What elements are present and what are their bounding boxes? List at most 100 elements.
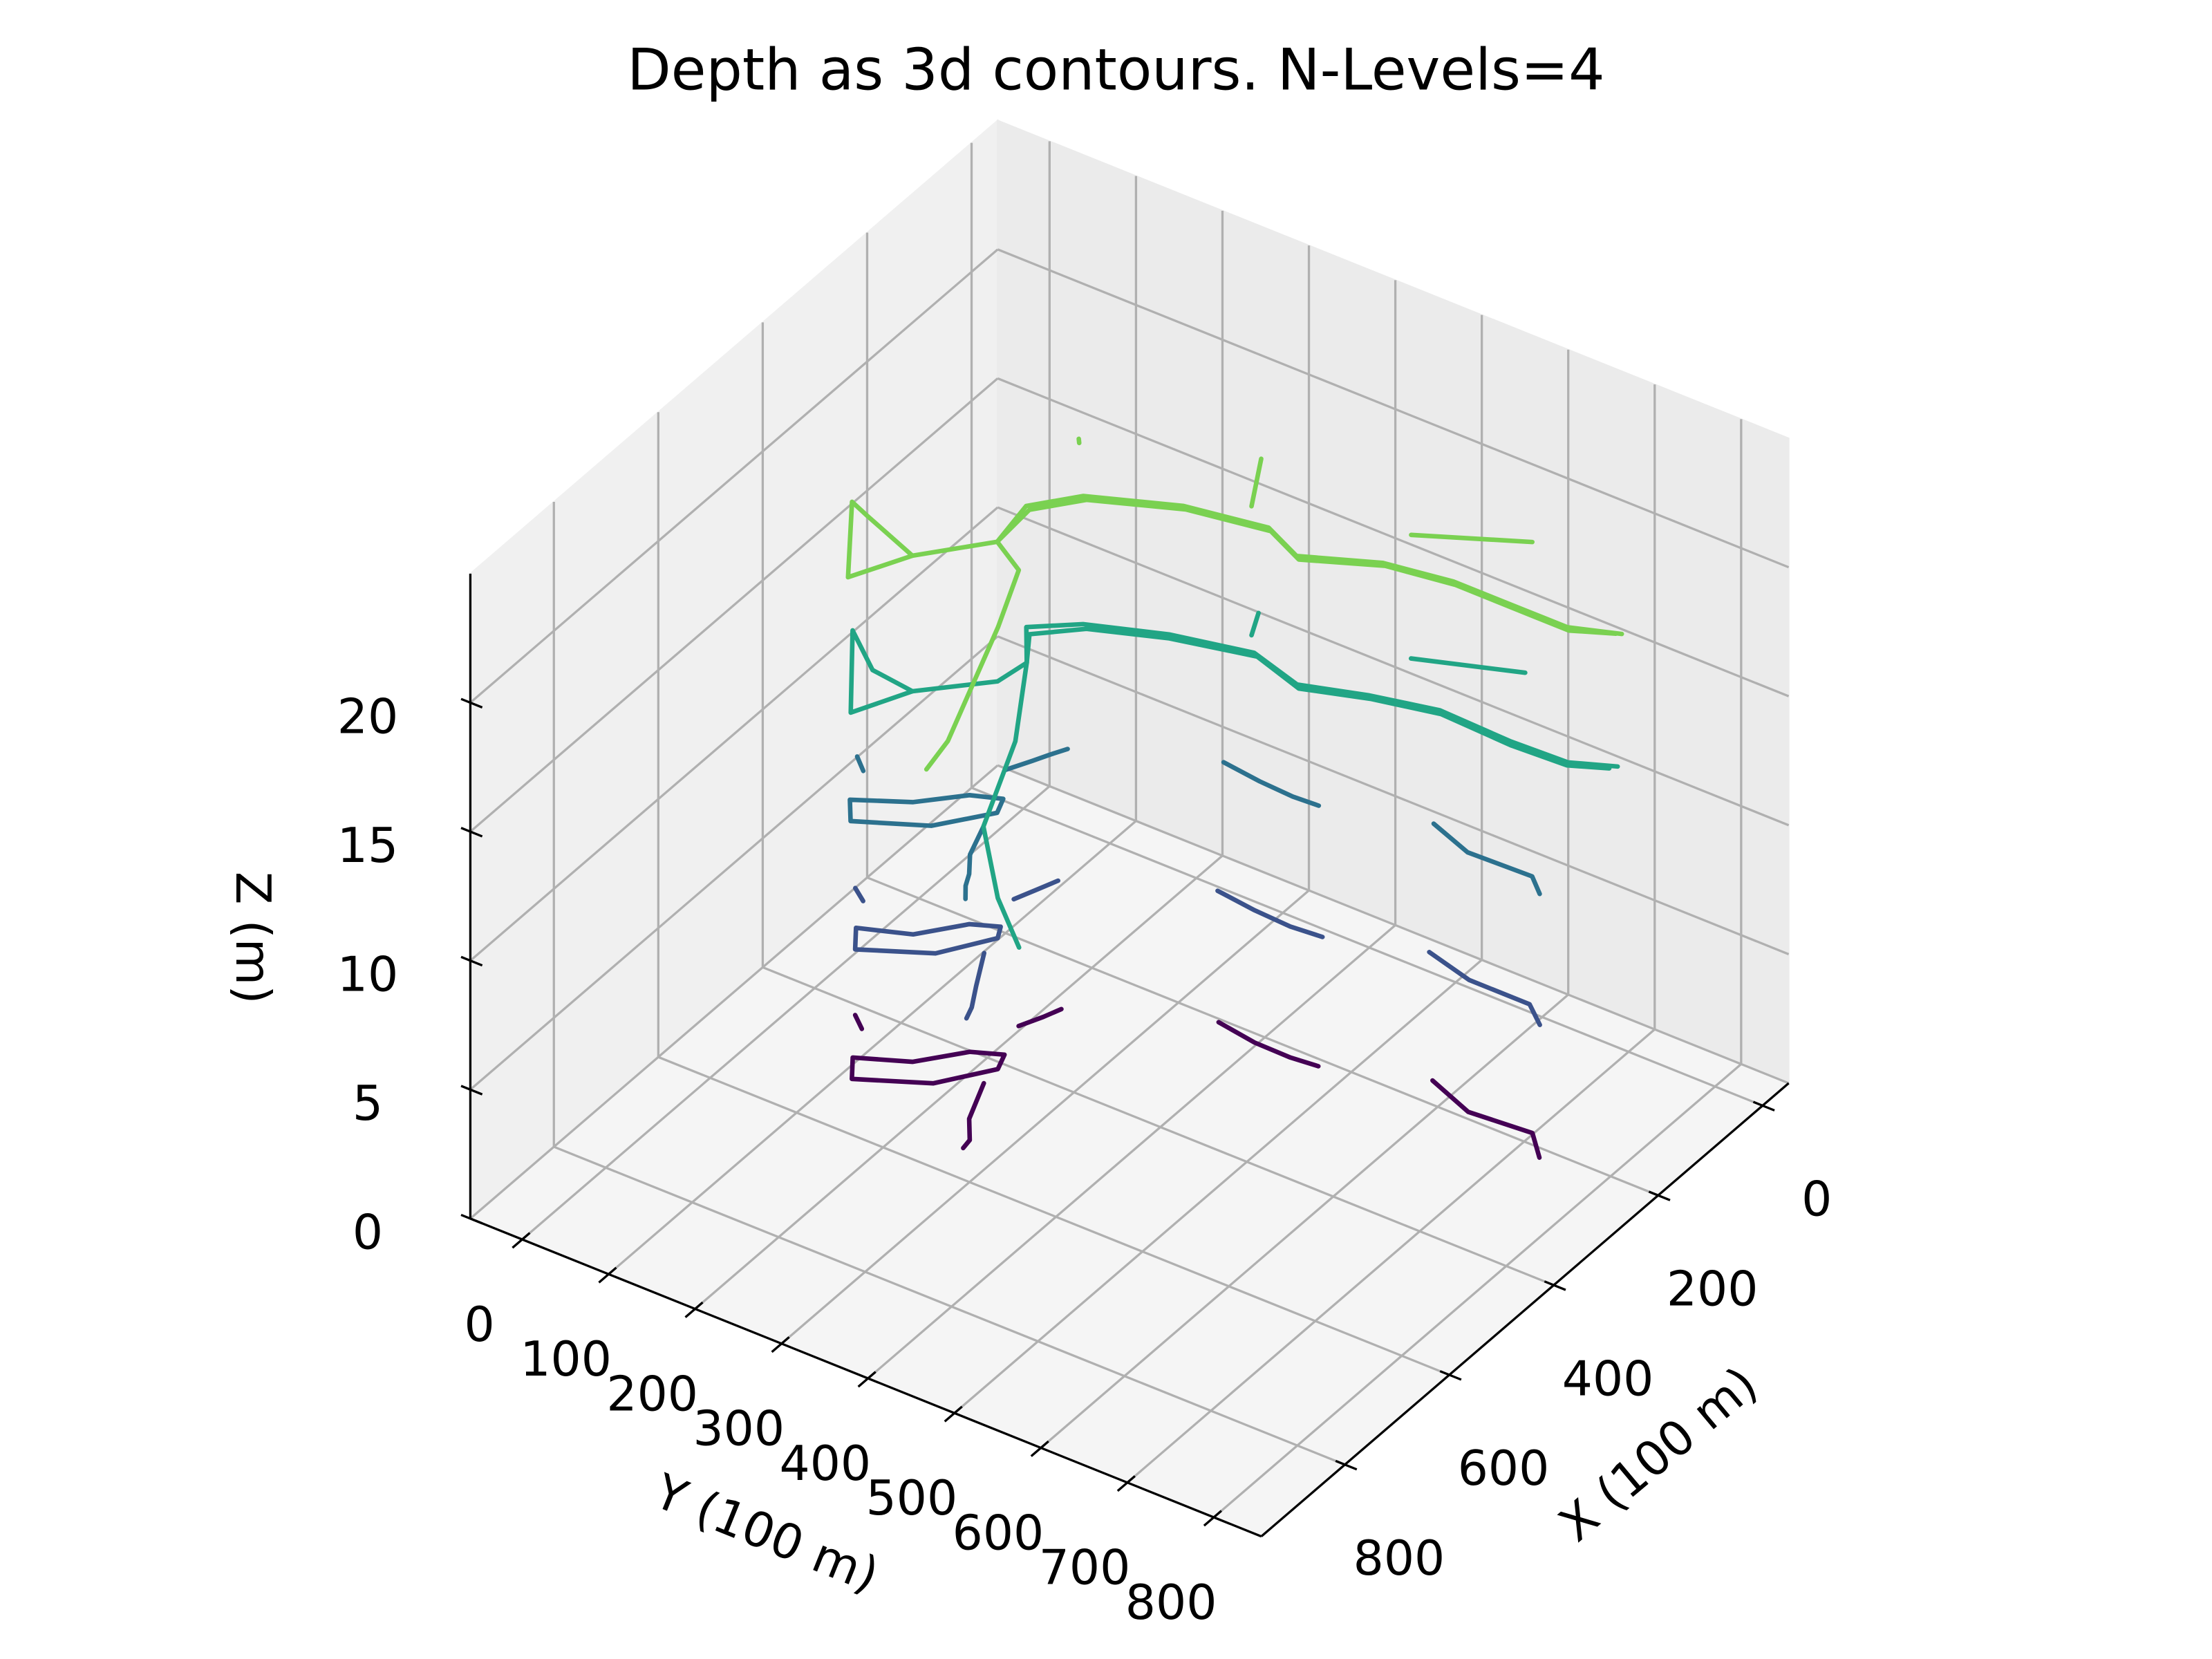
contour-line	[1016, 1006, 1064, 1029]
contour-line	[924, 539, 1022, 772]
grid-line	[971, 787, 1763, 1107]
contour-line	[1024, 626, 1612, 771]
z-tick-label: 5	[353, 1076, 383, 1132]
z-tick-label: 0	[353, 1206, 383, 1261]
y-tick	[512, 1232, 531, 1249]
contour-line	[1076, 436, 1082, 446]
x-tick-label: 400	[1562, 1351, 1654, 1407]
x-tick	[1439, 1370, 1462, 1381]
grid-line	[469, 248, 999, 704]
x-tick	[1544, 1280, 1566, 1291]
contour-line	[961, 1080, 986, 1151]
z-tick	[460, 1085, 483, 1096]
contour-line	[1002, 747, 1070, 773]
contours	[845, 436, 1624, 1160]
grid-line	[997, 506, 1790, 827]
contour-line	[964, 950, 987, 1021]
contour-line	[995, 497, 1619, 636]
contour-line	[1430, 1078, 1542, 1160]
contour-line	[845, 499, 915, 580]
labels: 0200400600800010020030040050060070080005…	[337, 689, 1833, 1631]
chart-title: Depth as 3d contours. N-Levels=4	[627, 37, 1604, 104]
y-tick-label: 200	[606, 1367, 698, 1422]
grid-line	[953, 959, 1483, 1414]
y-tick-label: 700	[1039, 1541, 1131, 1596]
x-tick	[1335, 1459, 1358, 1471]
y-tick-label: 800	[1125, 1575, 1217, 1631]
z-tick	[460, 697, 483, 709]
axes	[460, 573, 1790, 1538]
y-tick	[684, 1301, 704, 1318]
contour-line	[1249, 610, 1261, 638]
contour-line	[1011, 878, 1061, 902]
grid-line	[867, 924, 1396, 1380]
grid-line	[694, 854, 1224, 1310]
y-tick-label: 500	[866, 1471, 958, 1526]
y-tick	[1030, 1440, 1049, 1457]
x-tick-label: 600	[1458, 1441, 1550, 1497]
grid-line	[521, 785, 1051, 1241]
z-tick-label: 10	[337, 947, 398, 1002]
grid-line	[997, 248, 1790, 569]
contour-line	[1408, 656, 1528, 675]
y-tick-label: 100	[520, 1332, 612, 1387]
grid-line	[780, 889, 1310, 1345]
x-tick-label: 800	[1353, 1531, 1445, 1586]
contour-line	[850, 1049, 1007, 1086]
grid-line	[997, 377, 1790, 697]
grid-line	[469, 635, 999, 1091]
z-tick-label: 20	[337, 689, 398, 744]
grid	[469, 141, 1790, 1519]
z-tick-label: 15	[337, 818, 398, 874]
y-tick-label: 600	[953, 1506, 1044, 1561]
x-tick-label: 0	[1801, 1172, 1832, 1228]
z-tick	[460, 955, 483, 967]
contour-line	[1215, 888, 1325, 939]
contour-line	[847, 793, 1006, 828]
x-tick-label: 200	[1667, 1262, 1759, 1318]
contour-line	[1409, 532, 1535, 545]
grid-line	[1212, 1063, 1742, 1519]
grid-line	[762, 966, 1555, 1286]
x-tick	[1752, 1100, 1775, 1112]
x-axis-line	[1260, 1082, 1790, 1537]
contour-line	[852, 1013, 865, 1031]
contour-line	[853, 885, 865, 903]
y-tick-label: 400	[780, 1436, 872, 1492]
grid-line	[469, 764, 999, 1220]
contour-line	[1249, 456, 1264, 509]
grid-line	[469, 377, 999, 833]
grid-line	[469, 506, 999, 962]
z-axis-label: Z (m)	[225, 872, 280, 1004]
grid-line	[608, 820, 1137, 1275]
contour-line	[848, 628, 915, 715]
panes	[469, 118, 1790, 1537]
contour-line	[852, 921, 1003, 956]
grid-line	[1126, 1028, 1656, 1484]
grid-line	[997, 764, 1790, 1085]
y-tick	[944, 1405, 963, 1423]
contour-line	[1221, 760, 1322, 808]
grid-line	[997, 635, 1790, 955]
y-axis-line	[469, 1217, 1262, 1538]
y-tick	[857, 1371, 877, 1388]
grid-line	[553, 1145, 1346, 1466]
x-tick	[1648, 1190, 1671, 1201]
grid-line	[1040, 993, 1569, 1449]
y-tick	[598, 1266, 617, 1284]
contour-line	[981, 660, 1029, 950]
contour-line	[1427, 950, 1542, 1027]
contour-line	[963, 824, 986, 901]
y-tick	[771, 1336, 790, 1353]
contour-line	[854, 754, 866, 774]
z-tick	[460, 827, 483, 838]
y-tick-label: 0	[464, 1297, 494, 1353]
contour-line	[1216, 1020, 1321, 1069]
contour-line	[1431, 821, 1542, 897]
y-tick	[1203, 1510, 1222, 1527]
y-tick	[1116, 1475, 1136, 1492]
y-tick-label: 300	[693, 1402, 785, 1457]
grid-line	[657, 1056, 1450, 1376]
